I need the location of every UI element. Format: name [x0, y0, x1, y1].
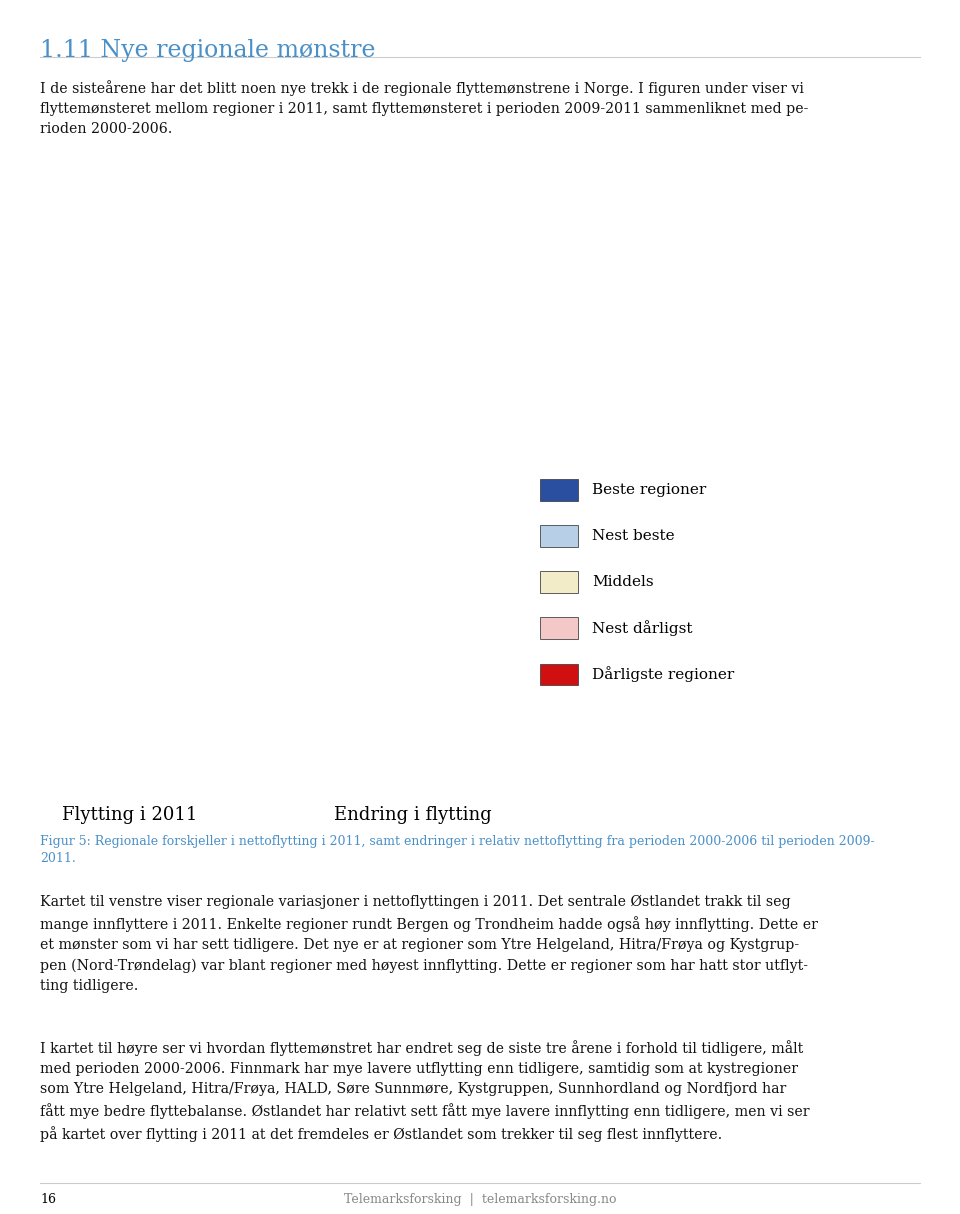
Text: I kartet til høyre ser vi hvordan flyttemønstret har endret seg de siste tre åre: I kartet til høyre ser vi hvordan flytte…	[40, 1040, 810, 1142]
Text: Middels: Middels	[591, 575, 654, 589]
Text: I de sisteårene har det blitt noen nye trekk i de regionale flyttemønstrene i No: I de sisteårene har det blitt noen nye t…	[40, 80, 808, 136]
Bar	[540, 618, 578, 640]
Text: Dårligste regioner: Dårligste regioner	[591, 666, 734, 682]
Text: Telemarksforsking  |  telemarksforsking.no: Telemarksforsking | telemarksforsking.no	[344, 1192, 616, 1206]
Bar	[540, 480, 578, 501]
Bar	[540, 526, 578, 548]
Text: 16: 16	[40, 1192, 57, 1206]
Text: Figur 5: Regionale forskjeller i nettoflytting i 2011, samt endringer i relativ : Figur 5: Regionale forskjeller i nettofl…	[40, 835, 875, 866]
Bar	[540, 572, 578, 594]
Text: Kartet til venstre viser regionale variasjoner i nettoflyttingen i 2011. Det sen: Kartet til venstre viser regionale varia…	[40, 895, 818, 993]
Text: 1.11 Nye regionale mønstre: 1.11 Nye regionale mønstre	[40, 39, 375, 62]
Text: Nest beste: Nest beste	[591, 529, 675, 543]
Text: Beste regioner: Beste regioner	[591, 483, 707, 497]
Text: Flytting i 2011: Flytting i 2011	[61, 806, 198, 824]
Bar	[540, 664, 578, 686]
Text: Nest dårligst: Nest dårligst	[591, 620, 692, 636]
Text: Endring i flytting: Endring i flytting	[334, 806, 492, 824]
